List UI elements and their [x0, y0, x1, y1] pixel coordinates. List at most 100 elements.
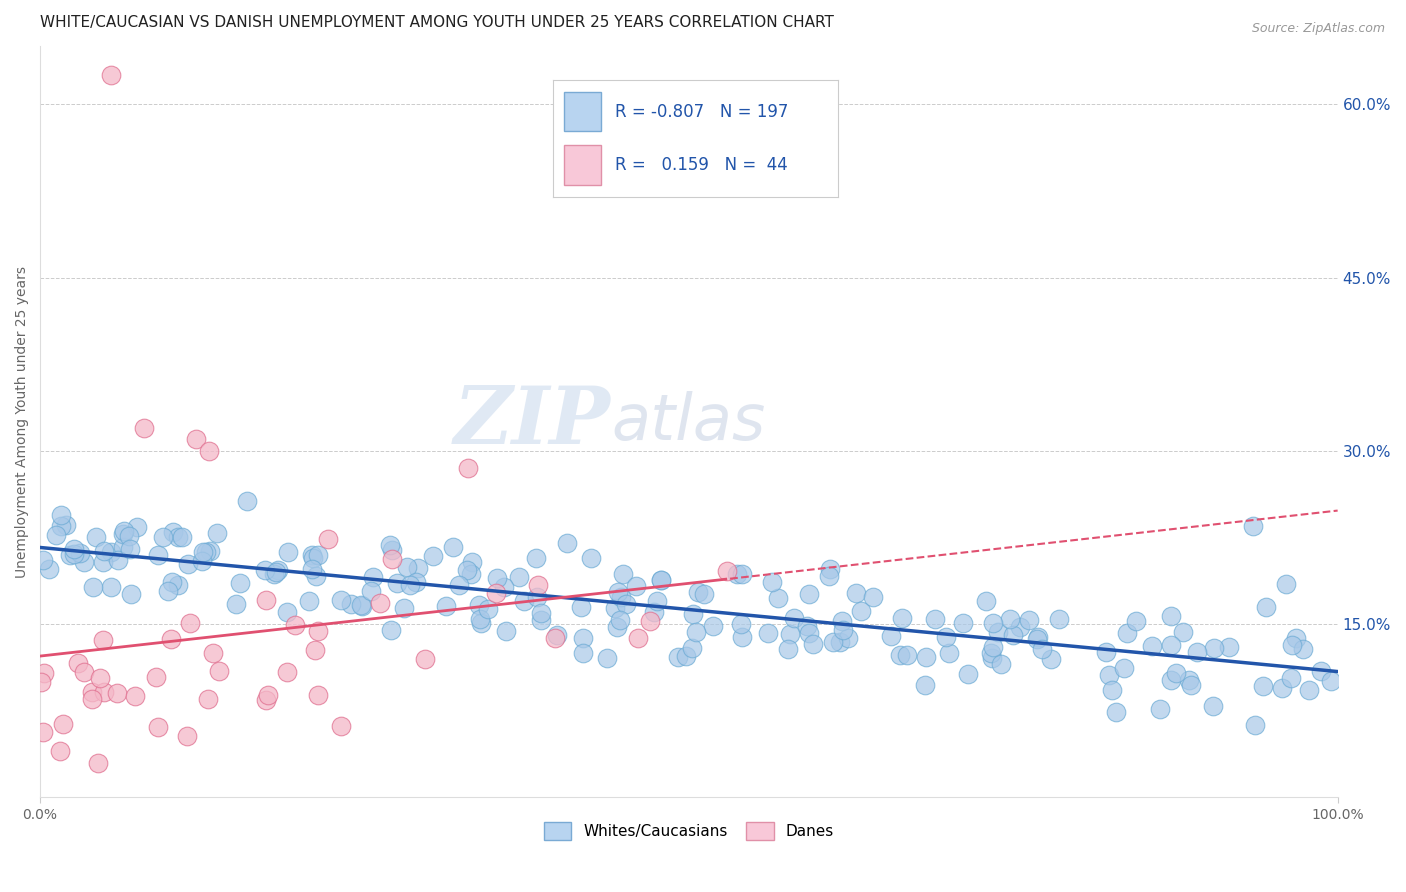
- Text: WHITE/CAUCASIAN VS DANISH UNEMPLOYMENT AMONG YOUTH UNDER 25 YEARS CORRELATION CH: WHITE/CAUCASIAN VS DANISH UNEMPLOYMENT A…: [41, 15, 834, 30]
- Point: [399, 578, 422, 592]
- Point: [572, 631, 595, 645]
- Point: [436, 599, 458, 613]
- Point: [467, 599, 489, 613]
- Point: [197, 443, 219, 458]
- Point: [880, 629, 903, 643]
- Point: [156, 584, 179, 599]
- Point: [1160, 638, 1182, 652]
- Point: [93, 685, 115, 699]
- Point: [924, 611, 946, 625]
- Point: [1018, 613, 1040, 627]
- Point: [162, 575, 184, 590]
- Point: [797, 587, 820, 601]
- Point: [1098, 667, 1121, 681]
- Point: [93, 555, 115, 569]
- Point: [1292, 642, 1315, 657]
- Point: [82, 685, 104, 699]
- Point: [768, 591, 790, 605]
- Point: [308, 624, 330, 638]
- Text: ZIP: ZIP: [454, 384, 612, 460]
- Point: [1140, 639, 1163, 653]
- Point: [89, 671, 111, 685]
- Point: [837, 631, 859, 645]
- Point: [205, 526, 228, 541]
- Point: [457, 461, 479, 475]
- Point: [998, 612, 1021, 626]
- Point: [546, 628, 568, 642]
- Point: [1001, 627, 1024, 641]
- Point: [120, 587, 142, 601]
- Point: [731, 567, 754, 582]
- Point: [643, 606, 665, 620]
- Point: [179, 615, 201, 630]
- Point: [202, 646, 225, 660]
- Point: [1281, 638, 1303, 652]
- Point: [380, 538, 402, 552]
- Point: [236, 493, 259, 508]
- Point: [118, 529, 141, 543]
- Point: [405, 574, 427, 589]
- Point: [609, 613, 631, 627]
- Point: [731, 630, 754, 644]
- Point: [100, 580, 122, 594]
- Point: [1094, 644, 1116, 658]
- Point: [1105, 706, 1128, 720]
- Point: [845, 586, 868, 600]
- Point: [685, 625, 707, 640]
- Point: [307, 688, 329, 702]
- Point: [146, 548, 169, 562]
- Point: [779, 627, 801, 641]
- Point: [896, 648, 918, 662]
- Point: [368, 596, 391, 610]
- Point: [167, 530, 190, 544]
- Point: [31, 724, 53, 739]
- Point: [682, 607, 704, 621]
- Point: [1309, 664, 1331, 678]
- Point: [544, 631, 567, 645]
- Point: [914, 678, 936, 692]
- Point: [957, 667, 980, 681]
- Point: [208, 664, 231, 678]
- Point: [461, 555, 484, 569]
- Point: [302, 551, 325, 566]
- Point: [818, 569, 841, 583]
- Point: [460, 567, 482, 582]
- Point: [191, 554, 214, 568]
- Point: [32, 665, 55, 680]
- Point: [990, 657, 1012, 672]
- Point: [267, 563, 290, 577]
- Point: [62, 542, 84, 557]
- Point: [1160, 673, 1182, 688]
- Point: [177, 557, 200, 571]
- Point: [30, 674, 52, 689]
- Point: [31, 553, 53, 567]
- Point: [100, 545, 122, 559]
- Point: [569, 600, 592, 615]
- Point: [1243, 718, 1265, 732]
- Point: [801, 637, 824, 651]
- Point: [284, 618, 307, 632]
- Point: [935, 630, 957, 644]
- Point: [981, 650, 1004, 665]
- Point: [891, 610, 914, 624]
- Point: [1039, 652, 1062, 666]
- Point: [38, 562, 60, 576]
- Point: [477, 601, 499, 615]
- Point: [263, 566, 285, 581]
- Point: [145, 670, 167, 684]
- Point: [406, 561, 429, 575]
- Point: [914, 650, 936, 665]
- Text: atlas: atlas: [612, 391, 765, 453]
- Point: [176, 729, 198, 743]
- Point: [51, 519, 73, 533]
- Point: [832, 623, 855, 637]
- Point: [49, 508, 72, 522]
- Point: [650, 574, 672, 588]
- Point: [195, 545, 218, 559]
- Point: [606, 620, 628, 634]
- Point: [112, 524, 135, 538]
- Point: [686, 585, 709, 599]
- Point: [1241, 519, 1264, 533]
- Point: [266, 565, 288, 579]
- Point: [107, 553, 129, 567]
